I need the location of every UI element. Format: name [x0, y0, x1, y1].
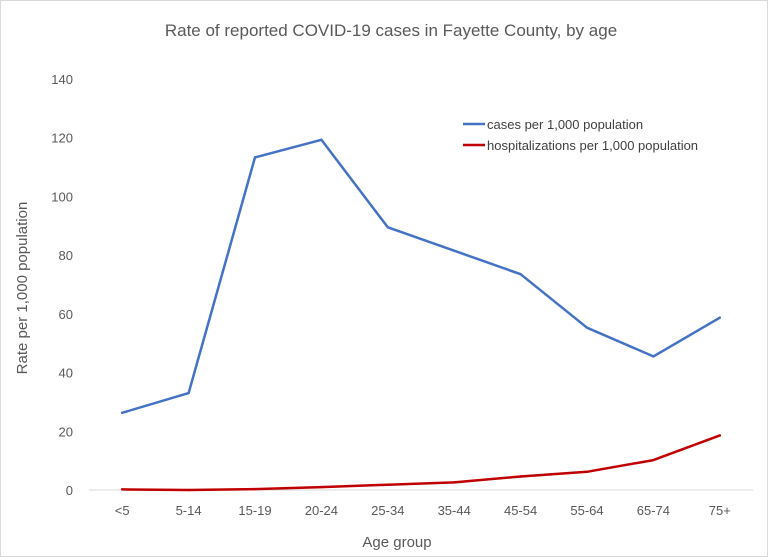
data-point — [121, 488, 124, 491]
data-point — [652, 458, 655, 462]
y-axis-ticks: 0 20 40 60 80 100 120 140 — [51, 72, 73, 498]
data-point — [320, 138, 323, 141]
x-tick-label: 15-19 — [238, 503, 271, 518]
data-point — [453, 481, 456, 484]
data-point — [386, 226, 389, 229]
data-point — [585, 326, 589, 329]
legend-label: cases per 1,000 population — [487, 117, 643, 132]
y-tick-label: 100 — [51, 189, 73, 204]
series-line-0 — [120, 138, 722, 415]
data-point — [253, 487, 257, 491]
data-point — [320, 485, 323, 489]
series-layer — [120, 138, 722, 492]
data-point — [718, 434, 721, 437]
y-tick-label: 0 — [66, 483, 73, 498]
data-point — [187, 488, 190, 492]
x-tick-label: 55-64 — [570, 503, 603, 518]
data-point — [253, 156, 257, 159]
data-point — [585, 470, 589, 473]
data-point — [121, 411, 124, 414]
y-axis-title: Rate per 1,000 population — [14, 202, 31, 375]
legend-label: hospitalizations per 1,000 population — [487, 138, 698, 153]
data-point — [386, 483, 389, 486]
y-tick-label: 120 — [51, 131, 73, 146]
data-point — [453, 249, 456, 252]
x-axis-title: Age group — [362, 534, 431, 551]
legend: cases per 1,000 population hospitalizatio… — [463, 117, 698, 153]
y-tick-label: 60 — [59, 307, 73, 322]
y-tick-label: 80 — [59, 248, 73, 263]
x-tick-label: 20-24 — [305, 503, 338, 518]
data-point — [519, 475, 522, 478]
x-tick-label: 35-44 — [438, 503, 471, 518]
y-tick-label: 40 — [59, 366, 73, 381]
x-tick-label: 5-14 — [176, 503, 202, 518]
x-tick-label: 25-34 — [371, 503, 404, 518]
x-tick-label: 65-74 — [637, 503, 670, 518]
x-tick-label: 45-54 — [504, 503, 537, 518]
x-tick-label: <5 — [115, 503, 130, 518]
chart-title: Rate of reported COVID-19 cases in Fayet… — [165, 21, 617, 40]
y-tick-label: 20 — [59, 424, 73, 439]
data-point — [718, 316, 721, 319]
data-point — [519, 273, 522, 276]
x-tick-label: 75+ — [709, 503, 731, 518]
y-tick-label: 140 — [51, 72, 73, 87]
x-axis-ticks: <5 5-14 15-19 20-24 25-34 35-44 45-54 55-64 65-7… — [115, 503, 731, 518]
data-point — [652, 355, 655, 358]
data-point — [187, 391, 190, 395]
series-line-1 — [120, 434, 722, 492]
